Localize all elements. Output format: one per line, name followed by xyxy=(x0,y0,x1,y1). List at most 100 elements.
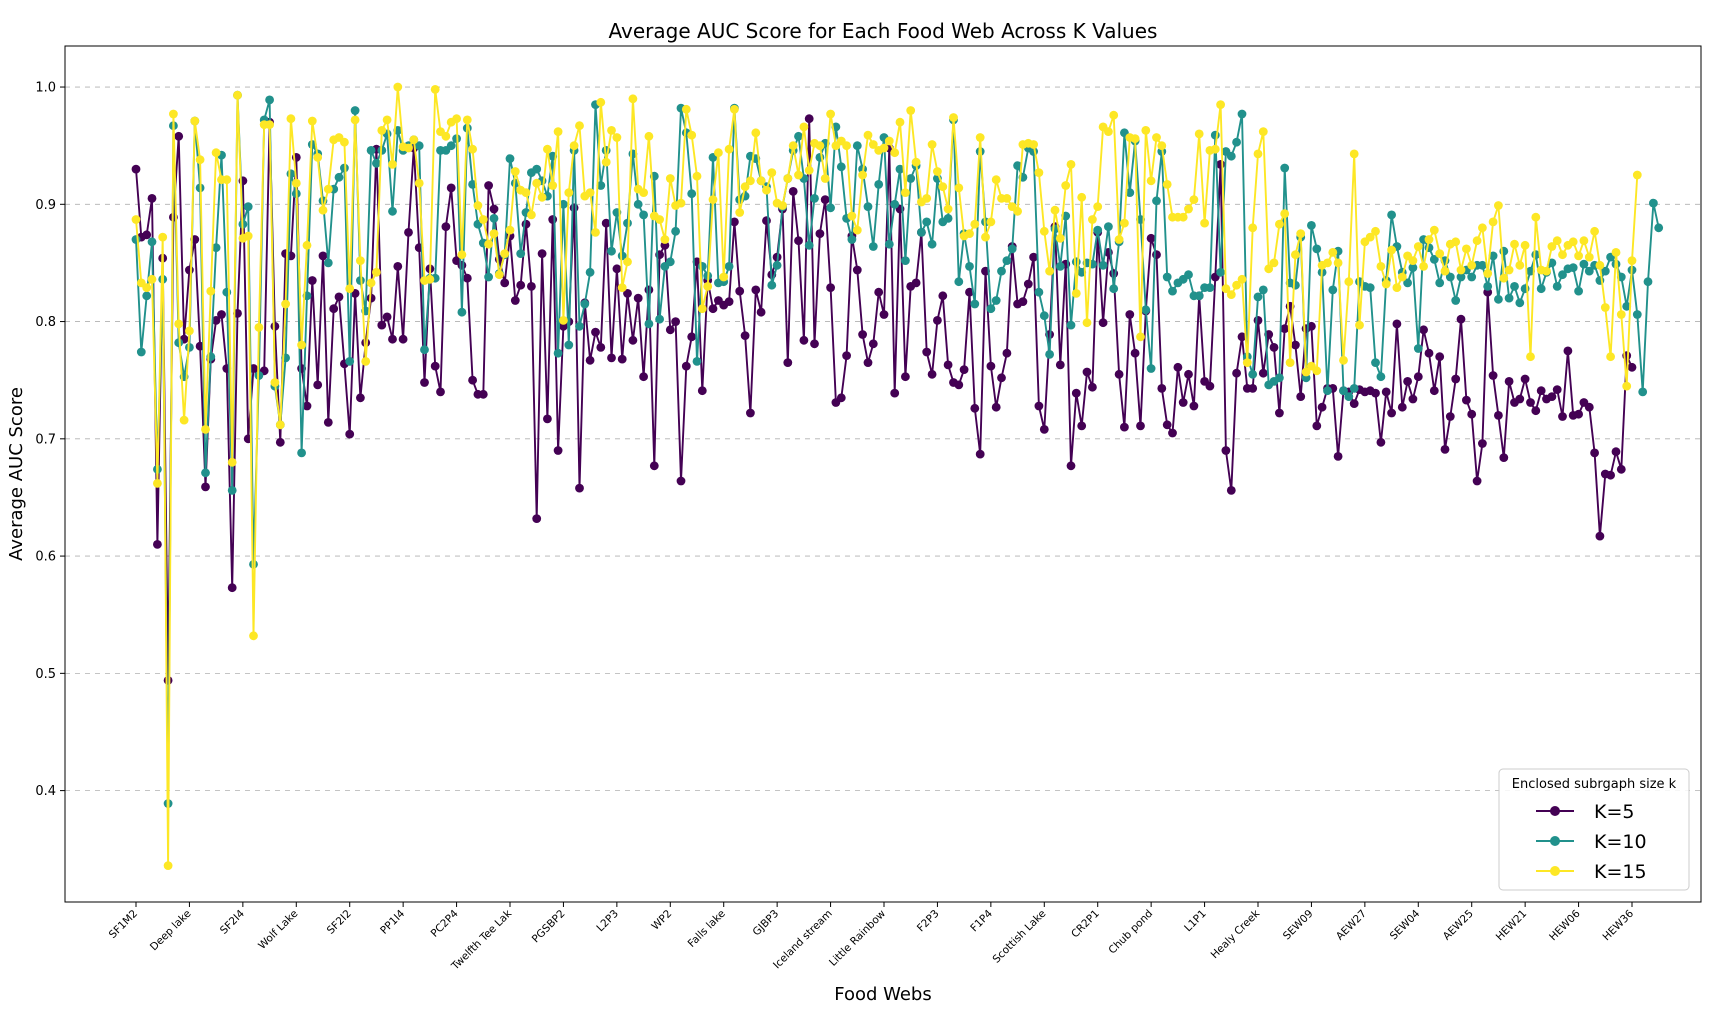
data-point xyxy=(719,272,729,282)
data-point xyxy=(1467,272,1477,282)
data-point xyxy=(1515,298,1525,308)
data-point xyxy=(340,137,349,147)
data-point xyxy=(1307,221,1316,230)
data-point xyxy=(1253,316,1263,325)
data-point xyxy=(906,174,916,183)
data-point xyxy=(681,104,691,114)
data-point xyxy=(1194,291,1204,301)
data-point xyxy=(596,181,606,190)
data-point xyxy=(1547,392,1557,401)
data-point xyxy=(863,130,873,140)
data-point xyxy=(227,457,237,467)
data-point xyxy=(1419,325,1428,335)
data-point xyxy=(436,387,445,397)
data-point xyxy=(1200,218,1209,228)
data-point xyxy=(350,106,360,115)
data-point xyxy=(559,199,568,209)
data-point xyxy=(858,170,867,180)
data-point xyxy=(307,276,317,285)
data-point xyxy=(938,182,948,192)
data-point xyxy=(933,167,942,176)
data-point xyxy=(372,158,381,168)
data-point xyxy=(1034,287,1044,297)
data-point xyxy=(991,175,1001,185)
data-point xyxy=(1584,252,1594,262)
data-point xyxy=(1136,332,1145,342)
data-point xyxy=(954,183,964,193)
data-point xyxy=(1184,204,1193,214)
data-point xyxy=(393,82,403,92)
data-point xyxy=(1445,412,1455,421)
data-point xyxy=(692,357,702,366)
data-point xyxy=(1574,409,1583,419)
data-point xyxy=(249,631,258,641)
data-point xyxy=(1023,279,1033,289)
data-point xyxy=(1622,301,1632,311)
data-point xyxy=(1291,280,1300,290)
data-point xyxy=(1349,399,1359,408)
data-point xyxy=(628,335,638,345)
data-point xyxy=(1638,387,1648,397)
data-point xyxy=(1071,257,1081,267)
data-point xyxy=(1291,250,1300,260)
data-point xyxy=(356,276,365,285)
legend-label: K=10 xyxy=(1594,831,1647,853)
data-point xyxy=(1483,269,1493,278)
data-point xyxy=(1034,401,1044,411)
data-point xyxy=(185,326,194,336)
data-point xyxy=(286,114,296,124)
data-point xyxy=(1066,320,1076,330)
data-point xyxy=(1280,324,1290,333)
data-point xyxy=(1226,290,1236,299)
data-point xyxy=(575,321,584,331)
data-point xyxy=(884,239,894,249)
data-point xyxy=(510,167,520,176)
data-point xyxy=(382,115,392,125)
data-point xyxy=(665,257,675,267)
data-point xyxy=(425,274,435,284)
data-point xyxy=(1114,369,1124,379)
data-point xyxy=(500,249,510,258)
data-point xyxy=(847,211,857,221)
data-point xyxy=(1136,421,1145,431)
data-point xyxy=(201,425,210,434)
data-point xyxy=(1456,272,1466,282)
data-point xyxy=(516,249,526,258)
data-point xyxy=(1173,362,1183,372)
data-point xyxy=(943,214,953,223)
data-point xyxy=(1429,386,1439,396)
data-point xyxy=(1531,212,1541,222)
data-point xyxy=(639,210,648,220)
data-point xyxy=(1611,248,1621,257)
data-point xyxy=(1189,195,1199,205)
data-point xyxy=(617,354,627,364)
data-point xyxy=(820,195,830,205)
data-point xyxy=(147,274,157,284)
data-point xyxy=(991,402,1001,412)
data-point xyxy=(1494,294,1503,304)
data-point xyxy=(131,164,141,174)
data-point xyxy=(1616,464,1626,474)
data-point xyxy=(874,287,884,297)
data-point xyxy=(452,114,461,124)
data-point xyxy=(1349,384,1359,393)
data-point xyxy=(1536,386,1546,396)
data-point xyxy=(868,339,878,349)
data-point xyxy=(457,260,467,270)
data-point xyxy=(1381,387,1391,397)
data-point xyxy=(1478,439,1487,448)
data-point xyxy=(884,136,894,146)
data-point xyxy=(441,131,451,141)
y-tick-label: 0.5 xyxy=(35,667,56,682)
data-point xyxy=(1285,358,1295,367)
data-point xyxy=(1568,237,1578,247)
data-point xyxy=(692,171,702,181)
data-point xyxy=(1141,125,1151,135)
data-point xyxy=(863,202,873,212)
data-point xyxy=(430,85,440,94)
data-point xyxy=(521,188,531,198)
legend-box xyxy=(1498,768,1690,891)
data-point xyxy=(1216,160,1225,169)
data-point xyxy=(1440,266,1450,276)
data-point xyxy=(500,278,510,288)
